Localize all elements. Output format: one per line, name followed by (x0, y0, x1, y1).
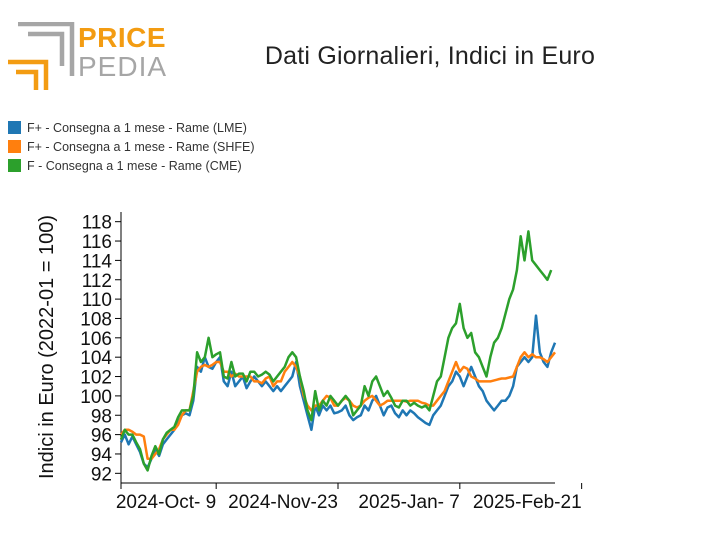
x-axis: 2024-Oct- 9 2024-Nov-23 2025-Jan- 7 2025-Fe… (116, 482, 583, 513)
x-tick-label: 2024-Nov-23 (228, 492, 338, 513)
pricepedia-logo: PRICE PEDIA (6, 21, 168, 94)
y-tick-label: 94 (91, 445, 113, 466)
chart-legend: F+ - Consegna a 1 mese - Rame (LME) F+ -… (8, 118, 255, 175)
legend-label-cme: F - Consegna a 1 mese - Rame (CME) (27, 158, 242, 173)
chart-title: Dati Giornalieri, Indici in Euro (264, 42, 596, 70)
logo-mark (8, 21, 75, 90)
y-axis-title: Indici in Euro (2022-01 = 100) (36, 215, 58, 479)
y-tick-label: 106 (80, 329, 112, 350)
series-line-lme (119, 314, 557, 469)
x-tick-label: 2024-Oct- 9 (116, 492, 216, 513)
y-tick-label: 92 (91, 464, 112, 485)
logo-text-price: PRICE (78, 22, 167, 53)
legend-swatch-lme (8, 121, 21, 134)
x-tick-label: 2025-Feb-21 (473, 492, 582, 513)
y-tick-label: 118 (82, 213, 112, 234)
plot-lines (119, 230, 557, 472)
legend-item-lme[interactable]: F+ - Consegna a 1 mese - Rame (LME) (8, 118, 255, 137)
y-tick-label: 104 (80, 348, 112, 369)
y-tick-label: 102 (80, 368, 112, 389)
y-tick-label: 98 (91, 406, 112, 427)
legend-swatch-cme (8, 159, 21, 172)
series-line-cme (119, 230, 553, 472)
y-tick-label: 114 (82, 251, 113, 272)
y-tick-label: 100 (80, 387, 112, 408)
logo-text-pedia: PEDIA (78, 51, 168, 82)
x-tick-label: 2025-Jan- 7 (358, 492, 459, 513)
y-tick-label: 110 (82, 290, 112, 311)
y-tick-label: 96 (91, 426, 112, 447)
legend-item-cme[interactable]: F - Consegna a 1 mese - Rame (CME) (8, 156, 255, 175)
legend-swatch-shfe (8, 140, 21, 153)
y-tick-label: 112 (82, 271, 112, 292)
legend-label-shfe: F+ - Consegna a 1 mese - Rame (SHFE) (27, 139, 255, 154)
legend-item-shfe[interactable]: F+ - Consegna a 1 mese - Rame (SHFE) (8, 137, 255, 156)
legend-label-lme: F+ - Consegna a 1 mese - Rame (LME) (27, 120, 247, 135)
y-tick-label: 116 (82, 232, 112, 253)
y-tick-label: 108 (80, 309, 112, 330)
